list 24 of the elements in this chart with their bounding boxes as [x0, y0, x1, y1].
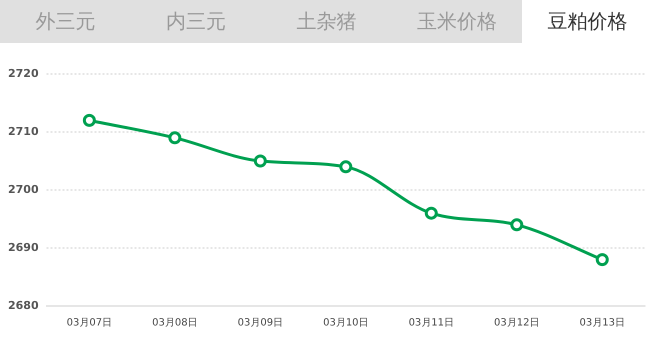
- point: [510, 218, 524, 232]
- y-tick-label: 2710: [8, 124, 39, 138]
- x-tick-label: 03月13日: [580, 318, 625, 329]
- point: [339, 160, 352, 174]
- point: [82, 114, 96, 127]
- y-tick-label: 2680: [8, 298, 39, 312]
- text: 内三元: [164, 8, 227, 35]
- x-tick-label: 03月12日: [494, 318, 540, 329]
- text: 土杂猪: [295, 8, 358, 35]
- point: [168, 131, 182, 144]
- point: [254, 154, 267, 168]
- x-tick-label: 03月09日: [238, 318, 284, 329]
- x-tick-label: 03月07日: [66, 318, 112, 329]
- y-tick-label: 2720: [8, 66, 39, 80]
- y-tick-label: 2690: [8, 240, 39, 254]
- y-tick-label: 2700: [8, 182, 39, 196]
- chart-title: 豆粕价格: [522, 0, 653, 43]
- x-tick-label: 03月11日: [408, 318, 454, 329]
- text: 玉米价格: [416, 8, 498, 35]
- point: [596, 253, 609, 266]
- x-tick-label: 03月10日: [323, 318, 369, 329]
- text: 外三元: [34, 8, 96, 35]
- x-tick-label: 03月08日: [152, 318, 198, 329]
- point: [424, 206, 438, 220]
